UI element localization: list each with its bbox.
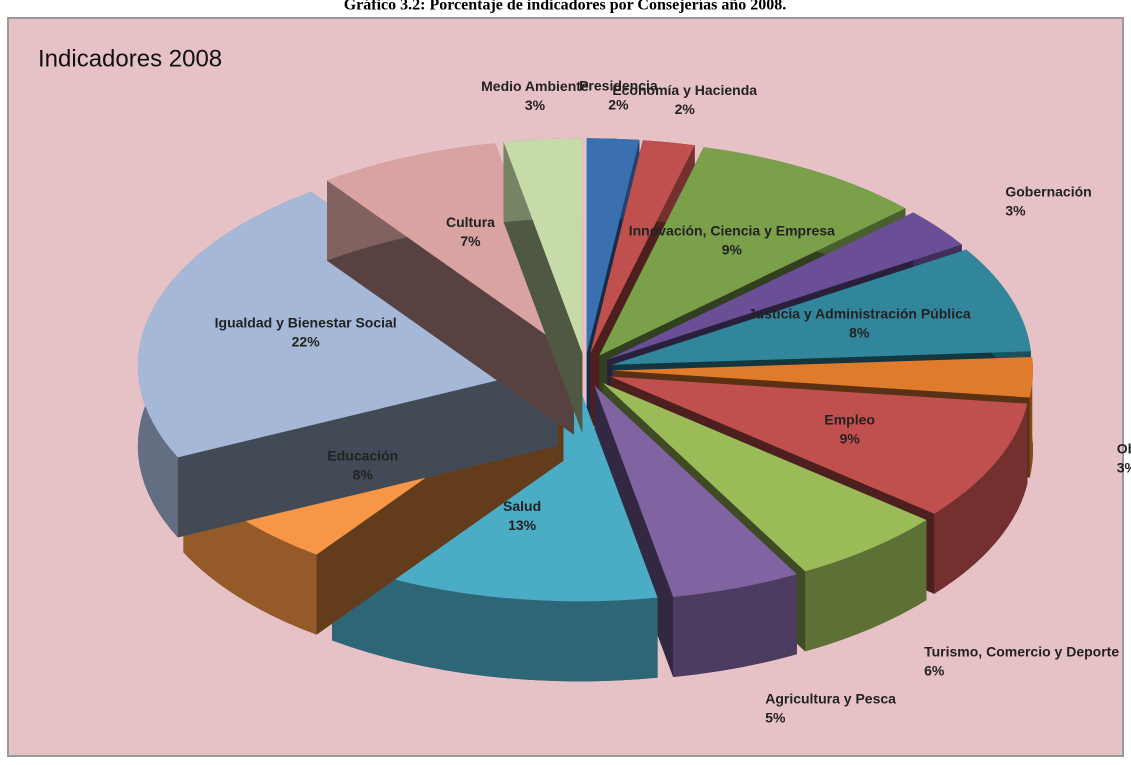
slice-value-label: 8% <box>353 466 374 482</box>
chart-title: Indicadores 2008 <box>38 45 222 72</box>
slice-value-label: 9% <box>722 242 743 258</box>
slice-top <box>590 140 695 354</box>
slice-top <box>607 212 962 360</box>
slice-side <box>934 403 1028 594</box>
slice-side <box>673 574 797 677</box>
slice-label: Economía y Hacienda <box>612 82 757 98</box>
slice-label: Obras Públicas y Transportes <box>1117 440 1131 456</box>
slice-value-label: 13% <box>508 517 537 533</box>
slice-top <box>594 385 797 597</box>
slice-value-label: 6% <box>924 662 945 678</box>
slice-value-label: 7% <box>460 233 481 249</box>
slice-value-label: 2% <box>675 101 696 117</box>
slice-label: Presidencia <box>579 77 658 93</box>
slice-wall <box>327 180 574 435</box>
slice-value-label: 3% <box>1005 202 1026 218</box>
slice-top <box>610 376 1028 514</box>
slice-value-label: 8% <box>849 324 870 340</box>
slice-label: Empleo <box>824 411 875 427</box>
slice-value-label: 3% <box>1117 459 1131 475</box>
page-title: Gráfico 3.2: Porcentaje de indicadores p… <box>344 0 787 14</box>
slice-label: Educación <box>327 447 398 463</box>
slice-value-label: 3% <box>525 97 546 113</box>
slice <box>503 138 583 434</box>
slice-top <box>503 138 583 354</box>
slice-value-label: 5% <box>765 709 786 725</box>
slice-side <box>1029 357 1033 478</box>
slice-wall <box>177 365 558 538</box>
slice-top <box>599 147 906 356</box>
slice-label: Turismo, Comercio y Deporte <box>924 643 1119 659</box>
slice-value-label: 2% <box>608 96 629 112</box>
slice-value-label: 22% <box>292 333 321 349</box>
slice-side <box>332 560 658 682</box>
slice-label: Innovación, Ciencia y Empresa <box>629 223 835 239</box>
slice-label: Medio Ambiente <box>481 78 589 94</box>
slice-label: Salud <box>503 498 541 514</box>
slice-label: Agricultura y Pesca <box>765 690 896 706</box>
slice-top <box>602 382 927 572</box>
slice-label: Cultura <box>446 214 495 230</box>
slice-side <box>805 519 927 652</box>
slice-label: Justicia y Administración Pública <box>748 305 971 321</box>
slice-value-label: 9% <box>840 430 861 446</box>
slice-top <box>611 249 1031 365</box>
slice-top <box>137 191 558 458</box>
slice-top <box>612 357 1033 398</box>
slice-label: Gobernación <box>1005 183 1091 199</box>
slice-label: Igualdad y Bienestar Social <box>215 314 397 330</box>
slice-top <box>586 138 640 354</box>
